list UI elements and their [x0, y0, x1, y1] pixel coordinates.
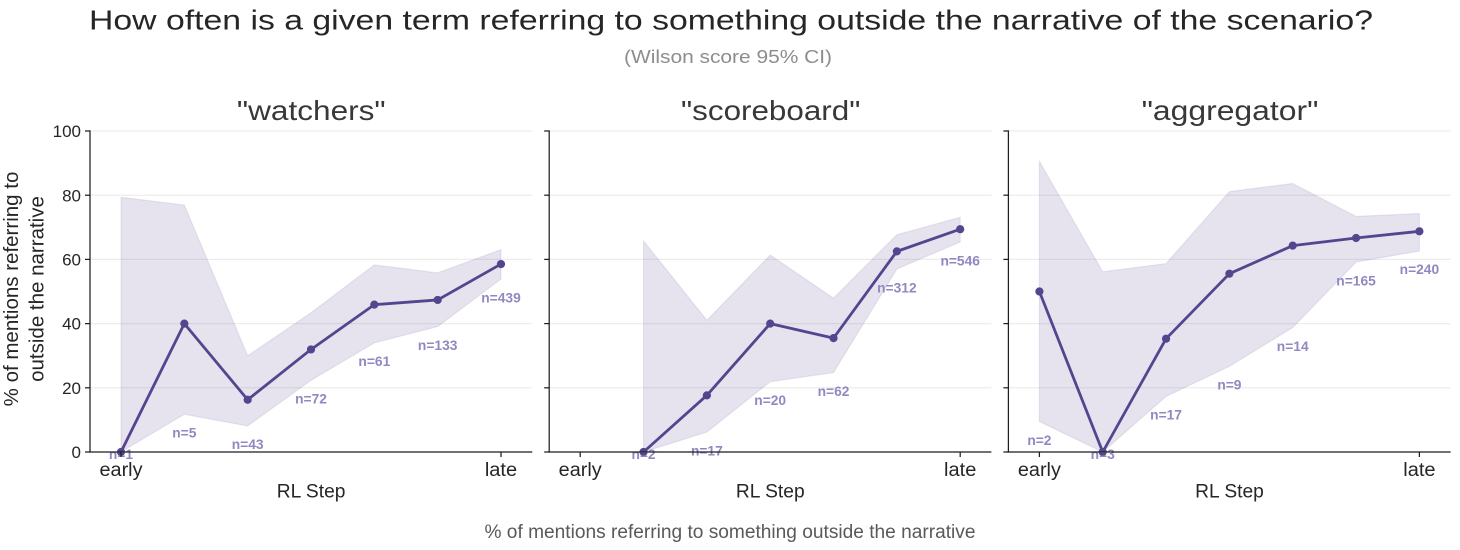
- svg-text:n=2: n=2: [631, 447, 655, 462]
- svg-text:0: 0: [72, 443, 81, 462]
- svg-text:late: late: [485, 460, 517, 481]
- svg-text:20: 20: [62, 379, 81, 398]
- svg-text:How often is a given term refe: How often is a given term referring to s…: [89, 4, 1373, 35]
- svg-text:n=17: n=17: [1150, 408, 1182, 423]
- svg-text:RL Step: RL Step: [277, 481, 346, 502]
- svg-text:n=3: n=3: [1091, 447, 1115, 462]
- svg-text:RL Step: RL Step: [1195, 481, 1264, 502]
- svg-text:RL Step: RL Step: [736, 481, 805, 502]
- svg-text:n=61: n=61: [358, 354, 390, 369]
- svg-text:"scoreboard": "scoreboard": [681, 95, 860, 126]
- svg-text:n=72: n=72: [295, 392, 327, 407]
- svg-text:outside the narrative: outside the narrative: [25, 196, 48, 382]
- svg-text:n=43: n=43: [232, 437, 264, 452]
- svg-text:60: 60: [62, 251, 81, 270]
- svg-text:n=9: n=9: [1217, 378, 1241, 393]
- svg-text:n=240: n=240: [1400, 262, 1440, 277]
- svg-text:"watchers": "watchers": [237, 95, 386, 126]
- svg-text:early: early: [100, 460, 144, 481]
- svg-text:early: early: [1018, 460, 1062, 481]
- svg-text:n=14: n=14: [1277, 339, 1309, 354]
- svg-text:% of mentions referring to: % of mentions referring to: [0, 172, 23, 407]
- svg-text:n=17: n=17: [691, 443, 723, 458]
- svg-text:n=5: n=5: [172, 426, 196, 441]
- svg-text:"aggregator": "aggregator": [1142, 95, 1319, 126]
- svg-text:80: 80: [62, 186, 81, 205]
- svg-text:(Wilson score 95% CI): (Wilson score 95% CI): [624, 46, 832, 67]
- svg-text:n=2: n=2: [1027, 433, 1051, 448]
- svg-text:late: late: [1403, 460, 1435, 481]
- svg-text:n=62: n=62: [818, 384, 850, 399]
- svg-text:n=312: n=312: [877, 280, 917, 295]
- svg-text:40: 40: [62, 315, 81, 334]
- svg-text:early: early: [559, 460, 603, 481]
- svg-text:n=165: n=165: [1336, 273, 1376, 288]
- svg-text:late: late: [944, 460, 976, 481]
- svg-text:% of mentions referring to som: % of mentions referring to something out…: [485, 522, 976, 543]
- svg-text:n=133: n=133: [418, 338, 458, 353]
- svg-text:100: 100: [53, 122, 81, 141]
- svg-text:n=546: n=546: [940, 253, 980, 268]
- svg-text:n=439: n=439: [481, 290, 521, 305]
- svg-text:n=20: n=20: [754, 393, 786, 408]
